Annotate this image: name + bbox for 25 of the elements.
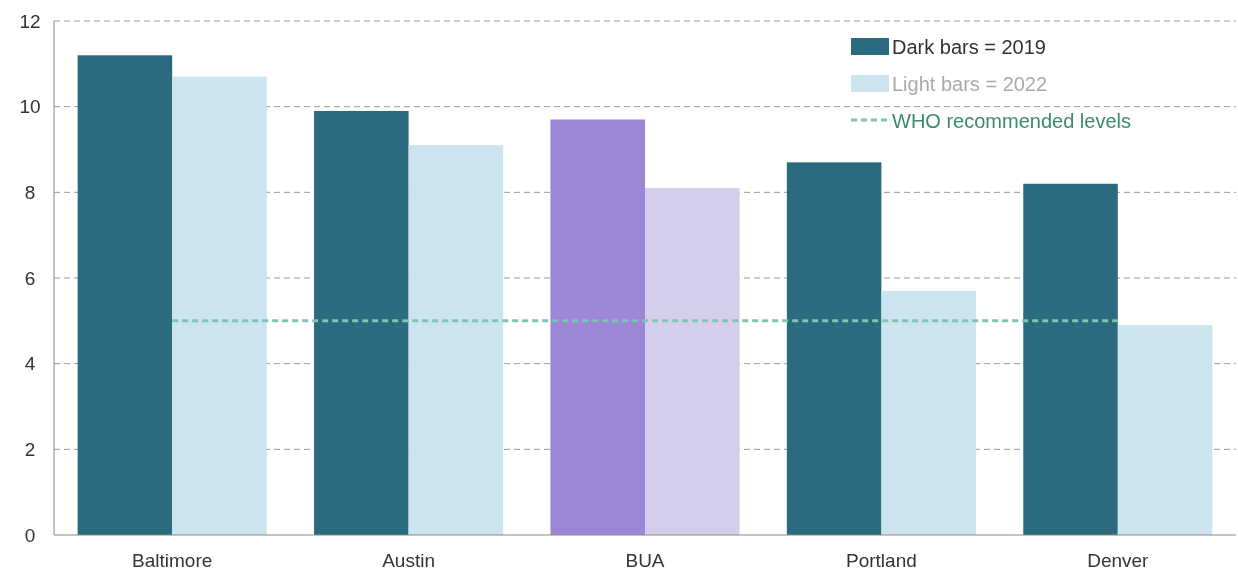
bar [786,162,882,535]
bar [408,145,504,535]
y-tick-label: 2 [24,438,36,460]
y-tick-label: 10 [19,96,41,118]
y-tick-label: 12 [19,10,41,32]
legend-label: WHO recommended levels [892,110,1131,132]
bar [314,110,409,535]
x-tick-label: Baltimore [132,550,213,571]
y-tick-label: 4 [24,353,36,375]
legend-label: Dark bars = 2019 [892,36,1046,58]
bar [1023,183,1118,535]
bar [550,119,645,535]
x-tick-label: Austin [382,550,436,571]
y-tick-label: 0 [24,524,36,546]
bar [172,76,267,535]
bar [77,55,173,535]
bar [1117,325,1213,535]
x-tick-label: Denver [1087,550,1150,571]
y-tick-label: 8 [24,181,36,203]
x-tick-label: Portland [846,550,917,571]
x-tick-label: BUA [625,550,665,571]
bar [645,188,740,535]
legend-label: Light bars = 2022 [892,73,1048,95]
y-tick-label: 6 [24,267,36,289]
bar [881,290,976,535]
